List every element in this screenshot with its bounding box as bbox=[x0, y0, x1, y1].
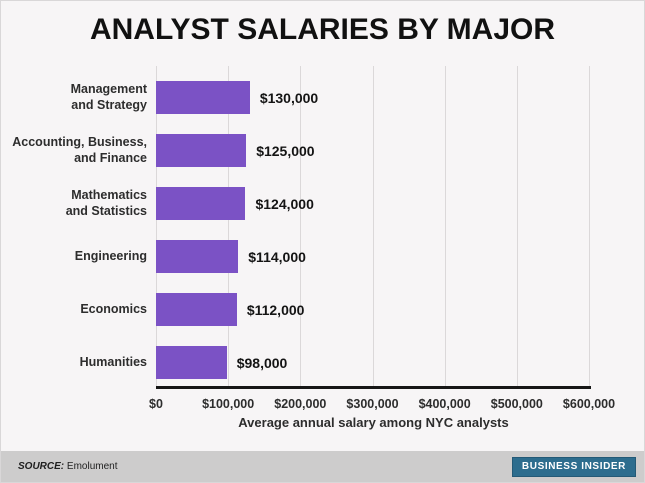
bar-value-label: $125,000 bbox=[256, 142, 315, 159]
bar-3 bbox=[156, 187, 246, 220]
gridline-$500,000 bbox=[516, 66, 518, 386]
x-tick-label: $200,000 bbox=[274, 397, 327, 411]
business-insider-logo: BUSINESS INSIDER bbox=[511, 456, 636, 477]
x-tick-label: $400,000 bbox=[418, 397, 471, 411]
x-axis-label: Average annual salary among NYC analysts bbox=[238, 415, 509, 430]
bar-value-label: $124,000 bbox=[255, 195, 314, 212]
source-label: SOURCE: bbox=[18, 461, 65, 472]
x-tick-label: $0 bbox=[149, 397, 163, 411]
x-tick-label: $100,000 bbox=[202, 397, 255, 411]
bar-4 bbox=[156, 240, 239, 273]
x-tick-label: $300,000 bbox=[346, 397, 399, 411]
chart-title: ANALYST SALARIES BY MAJOR bbox=[89, 13, 556, 46]
category-label: Mathematics and Statistics bbox=[65, 187, 147, 218]
bar-value-label: $130,000 bbox=[259, 89, 319, 106]
footer-bar: SOURCE: Emolument BUSINESS INSIDER bbox=[1, 451, 644, 482]
category-label: Humanities bbox=[79, 354, 147, 369]
plot-area: $130,000 $125,000 $124,000 $114,000 $112,000… bbox=[156, 66, 591, 389]
category-label: Management and Strategy bbox=[70, 81, 147, 112]
category-label: Engineering bbox=[74, 248, 147, 263]
gridline-$0 bbox=[156, 66, 157, 386]
category-label: Accounting, Business, and Finance bbox=[12, 134, 147, 165]
category-label: Economics bbox=[80, 301, 147, 316]
gridline-$600,000 bbox=[589, 66, 590, 386]
bar-6 bbox=[156, 346, 227, 379]
gridline-$400,000 bbox=[444, 66, 446, 386]
bar-value-label: $112,000 bbox=[246, 301, 305, 318]
gridline-$200,000 bbox=[300, 66, 302, 386]
bar-1 bbox=[156, 81, 250, 114]
x-tick-label: $500,000 bbox=[490, 397, 543, 411]
x-tick-label: $600,000 bbox=[562, 397, 616, 411]
gridline-$300,000 bbox=[372, 66, 374, 386]
gridline-$100,000 bbox=[228, 66, 230, 386]
source-credit: SOURCE: Emolument bbox=[18, 461, 117, 472]
source-value: Emolument bbox=[66, 461, 118, 472]
bar-5 bbox=[156, 293, 237, 326]
bar-value-label: $98,000 bbox=[236, 354, 288, 371]
bar-value-label: $114,000 bbox=[248, 248, 306, 265]
bar-2 bbox=[156, 134, 247, 167]
